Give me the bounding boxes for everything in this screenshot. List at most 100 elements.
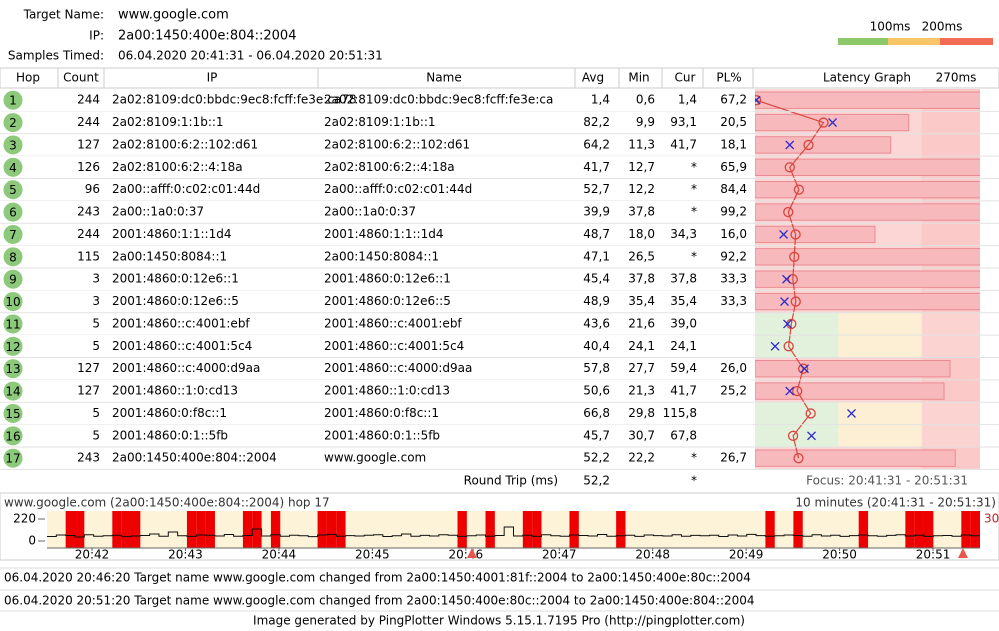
hop-badge (3, 314, 23, 334)
min: 29,8 (628, 406, 655, 420)
y-tick-label: 0 (28, 534, 36, 548)
ip: 2001:4860:0:12e6::5 (112, 294, 239, 308)
zone-green (755, 424, 839, 447)
hop-number: 17 (5, 452, 20, 466)
x-tick-label: 20:44 (262, 548, 297, 562)
count: 127 (77, 384, 100, 398)
min: 26,5 (628, 249, 655, 263)
count: 244 (77, 115, 100, 129)
round-trip-avg: 52,2 (583, 474, 610, 488)
hop-number: 6 (9, 206, 17, 220)
y2-tick-label: 30 (984, 512, 999, 526)
hop-badge (3, 224, 23, 244)
avg: 48,7 (583, 227, 610, 241)
row-stripe (0, 245, 753, 268)
cur-marker (807, 431, 816, 441)
cur: 34,3 (670, 227, 697, 241)
hop-badge (3, 359, 23, 379)
avg-marker (784, 162, 795, 173)
avg-marker (798, 363, 809, 374)
hop-number: 9 (9, 273, 17, 287)
avg: 57,8 (583, 361, 610, 375)
zone-red (921, 111, 980, 134)
hop-number: 7 (9, 228, 17, 242)
event-marker (958, 548, 968, 558)
column-header: Cur (675, 71, 696, 85)
hop-number: 8 (9, 250, 17, 264)
ip: 2001:4860:1:1::1d4 (112, 227, 231, 241)
focus: Focus: 20:41:31 - 20:51:31 (806, 474, 968, 488)
ip: 2a02:8100:6:2::102:d61 (112, 137, 258, 151)
loss-column (970, 511, 980, 548)
loss-column (65, 511, 75, 548)
hop-badge (3, 247, 23, 267)
event: 06.04.2020 20:51:20 Target name www.goog… (4, 594, 755, 608)
avg-marker (793, 453, 804, 464)
timeline-title: www.google.com (2a00:1450:400e:804::2004… (4, 496, 330, 510)
cur-marker (785, 386, 795, 396)
avg: 64,2 (583, 137, 610, 151)
label: Target Name: (23, 8, 104, 22)
packet-loss: 67,2 (720, 93, 747, 107)
avg-marker (789, 251, 800, 262)
loss-bar (755, 225, 876, 244)
label: IP: (89, 29, 104, 43)
hop-badge (3, 403, 23, 423)
packet-loss: 92,2 (720, 249, 747, 263)
hop-badge (3, 336, 23, 356)
x-tick-label: 20:51 (916, 548, 951, 562)
cur: * (691, 451, 697, 465)
cur: 41,7 (670, 137, 697, 151)
x-tick-label: 20:45 (355, 548, 390, 562)
zone-yellow (838, 424, 922, 447)
avg: 45,7 (583, 428, 610, 442)
loss-column (765, 511, 775, 548)
cur: 115,8 (663, 406, 697, 420)
count: 243 (77, 451, 100, 465)
loss-bar (755, 270, 980, 288)
hop-badge (3, 448, 23, 468)
hop-badge (3, 202, 23, 222)
min: 22,2 (628, 451, 655, 465)
hop-number: 13 (5, 362, 20, 376)
avg: 50,6 (583, 384, 610, 398)
avg: 40,4 (583, 339, 610, 353)
legend-red (940, 38, 993, 45)
zone-red (921, 312, 980, 336)
zone-yellow (838, 402, 922, 425)
count: 243 (77, 205, 100, 219)
zone-green (755, 402, 839, 425)
cur-marker (783, 319, 792, 329)
packet-loss: 99,2 (720, 205, 747, 219)
zone-red (921, 424, 980, 447)
cur-marker (782, 274, 791, 284)
avg-marker (793, 184, 805, 195)
packet-loss: 25,2 (720, 384, 747, 398)
avg: 82,2 (583, 115, 610, 129)
name: 2001:4860::1:0:cd13 (324, 384, 450, 398)
cur: 93,1 (670, 115, 697, 129)
avg: 52,2 (583, 451, 610, 465)
count: 3 (92, 294, 100, 308)
avg: 1,4 (591, 93, 610, 107)
value: 06.04.2020 20:41:31 - 06.04.2020 20:51:3… (118, 49, 383, 63)
min: 9,9 (636, 115, 655, 129)
count: 115 (77, 249, 100, 263)
loss-column (569, 511, 579, 548)
avg-marker (790, 296, 801, 307)
avg: 43,6 (583, 316, 610, 330)
x-tick-label: 20:50 (822, 548, 857, 562)
hop-number: 1 (9, 94, 17, 108)
zone-green (755, 312, 839, 336)
cur-marker (828, 118, 838, 128)
avg-marker (787, 430, 799, 441)
hop-badge (3, 113, 23, 133)
cur: 41,7 (670, 384, 697, 398)
loss-column (121, 511, 131, 548)
zone-red (921, 133, 980, 157)
x-tick-label: 20:46 (449, 548, 484, 562)
count: 126 (77, 160, 100, 174)
min: 21,3 (628, 384, 655, 398)
cur: 24,1 (670, 339, 697, 353)
